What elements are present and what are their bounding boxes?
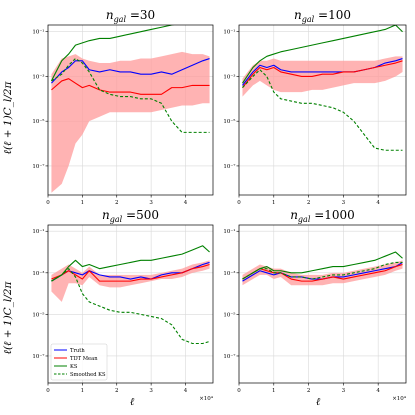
y-tick-label: 10⁻⁷	[32, 163, 45, 170]
grid	[238, 25, 406, 195]
x-tick-label: 2	[115, 388, 119, 394]
x-tick-label: 2	[307, 200, 311, 206]
y-tick-label: 10⁻⁵	[223, 311, 235, 318]
plot-area	[242, 25, 403, 151]
y-tick-label: 10⁻³	[32, 73, 44, 80]
series-line-smoothed-ks	[51, 58, 210, 133]
plot-area	[242, 251, 403, 286]
series-line-smoothed-ks	[242, 69, 403, 151]
series-line-tdt-mean	[51, 78, 210, 95]
x-tick-label: 4	[376, 388, 380, 394]
series-line-ks	[242, 25, 403, 84]
x-offset-left: ×10⁴	[199, 395, 214, 402]
legend-label: Truth	[70, 348, 85, 354]
y-tick-label: 10⁻⁷	[32, 353, 45, 360]
y-tick-label: 10⁻³	[223, 73, 235, 80]
x-tick-label: 0	[237, 200, 241, 206]
x-axis-label-left: ℓ	[130, 396, 135, 408]
y-tick-label: 10⁻⁵	[32, 118, 44, 125]
panel-title: ngal =500	[102, 208, 159, 224]
panel-title: ngal =100	[294, 8, 351, 24]
y-axis-label-top: ℓ(ℓ + 1)C_l/2π	[2, 80, 14, 154]
x-tick-label: 3	[149, 200, 153, 206]
panel-3: 0 1 2 3 4 10⁻⁷ 10⁻⁵ 10⁻³ 10⁻¹ ngal =500 Truth TDT M…	[32, 208, 214, 394]
legend-label: KS	[70, 364, 78, 370]
panel-2: 0 1 2 3 4 10⁻⁷ 10⁻⁵ 10⁻³ 10⁻¹ ngal =100	[223, 8, 407, 206]
panel-frame	[238, 224, 407, 384]
x-tick-label: 2	[307, 388, 311, 394]
y-tick-label: 10⁻¹	[32, 228, 44, 235]
y-tick-label: 10⁻¹	[32, 29, 44, 36]
tdt-confidence-band	[242, 260, 403, 286]
y-tick-label: 10⁻⁵	[32, 311, 44, 318]
x-tick-label: 1	[81, 200, 85, 206]
series-line-truth	[242, 261, 403, 282]
y-tick-label: 10⁻¹	[223, 29, 235, 36]
y-tick-label: 10⁻⁷	[223, 163, 236, 170]
series-line-smoothed-ks	[51, 268, 210, 345]
x-tick-label: 1	[81, 388, 85, 394]
x-tick-label: 1	[272, 200, 276, 206]
series-line-truth	[51, 58, 210, 84]
series-line-smoothed-ks	[242, 261, 403, 280]
y-tick-label: 10⁻⁵	[223, 118, 235, 125]
grid	[238, 225, 406, 383]
panel-1: 0 1 2 3 4 10⁻⁷ 10⁻⁵ 10⁻³ 10⁻¹ ngal =30	[32, 8, 214, 206]
x-axis-label-right: ℓ	[316, 396, 321, 408]
plot-area	[51, 245, 210, 345]
series-line-ks	[50, 25, 175, 82]
series-line-ks	[51, 245, 210, 282]
legend-label: Smoothed KS	[70, 372, 106, 378]
x-tick-label: 1	[272, 388, 276, 394]
x-tick-label: 0	[237, 388, 241, 394]
tdt-confidence-band	[51, 51, 210, 193]
series-line-tdt-mean	[242, 60, 403, 88]
series-line-tdt-mean	[51, 263, 210, 282]
panel-4: 0 1 2 3 4 10⁻⁷ 10⁻⁵ 10⁻³ 10⁻¹ ngal =1000	[223, 208, 407, 394]
legend: Truth TDT Mean KS Smoothed KS	[50, 343, 108, 381]
series-line-ks	[242, 251, 403, 280]
x-tick-label: 3	[342, 388, 346, 394]
y-tick-label: 10⁻¹	[223, 228, 235, 235]
x-tick-label: 4	[184, 388, 188, 394]
x-tick-label: 3	[149, 388, 153, 394]
series-line-tdt-mean	[242, 263, 403, 282]
y-tick-label: 10⁻⁷	[223, 353, 236, 360]
plot-area	[50, 25, 210, 193]
y-tick-label: 10⁻³	[223, 270, 235, 277]
x-offset-right: ×10⁴	[392, 395, 407, 402]
panel-frame	[47, 224, 214, 384]
x-tick-label: 2	[115, 200, 119, 206]
y-tick-label: 10⁻³	[32, 270, 44, 277]
legend-box	[50, 343, 108, 381]
x-tick-label: 0	[46, 388, 50, 394]
panel-frame	[47, 24, 214, 196]
y-axis-label-bottom: ℓ(ℓ + 1)C_l/2π	[2, 280, 14, 354]
legend-label: TDT Mean	[70, 356, 98, 362]
x-tick-label: 4	[376, 200, 380, 206]
panel-frame	[238, 24, 407, 196]
x-tick-label: 4	[184, 200, 188, 206]
panel-title: ngal =1000	[290, 208, 355, 224]
tdt-confidence-band	[242, 56, 403, 97]
x-tick-label: 3	[342, 200, 346, 206]
x-tick-label: 0	[46, 200, 50, 206]
panel-title: ngal =30	[106, 8, 155, 24]
